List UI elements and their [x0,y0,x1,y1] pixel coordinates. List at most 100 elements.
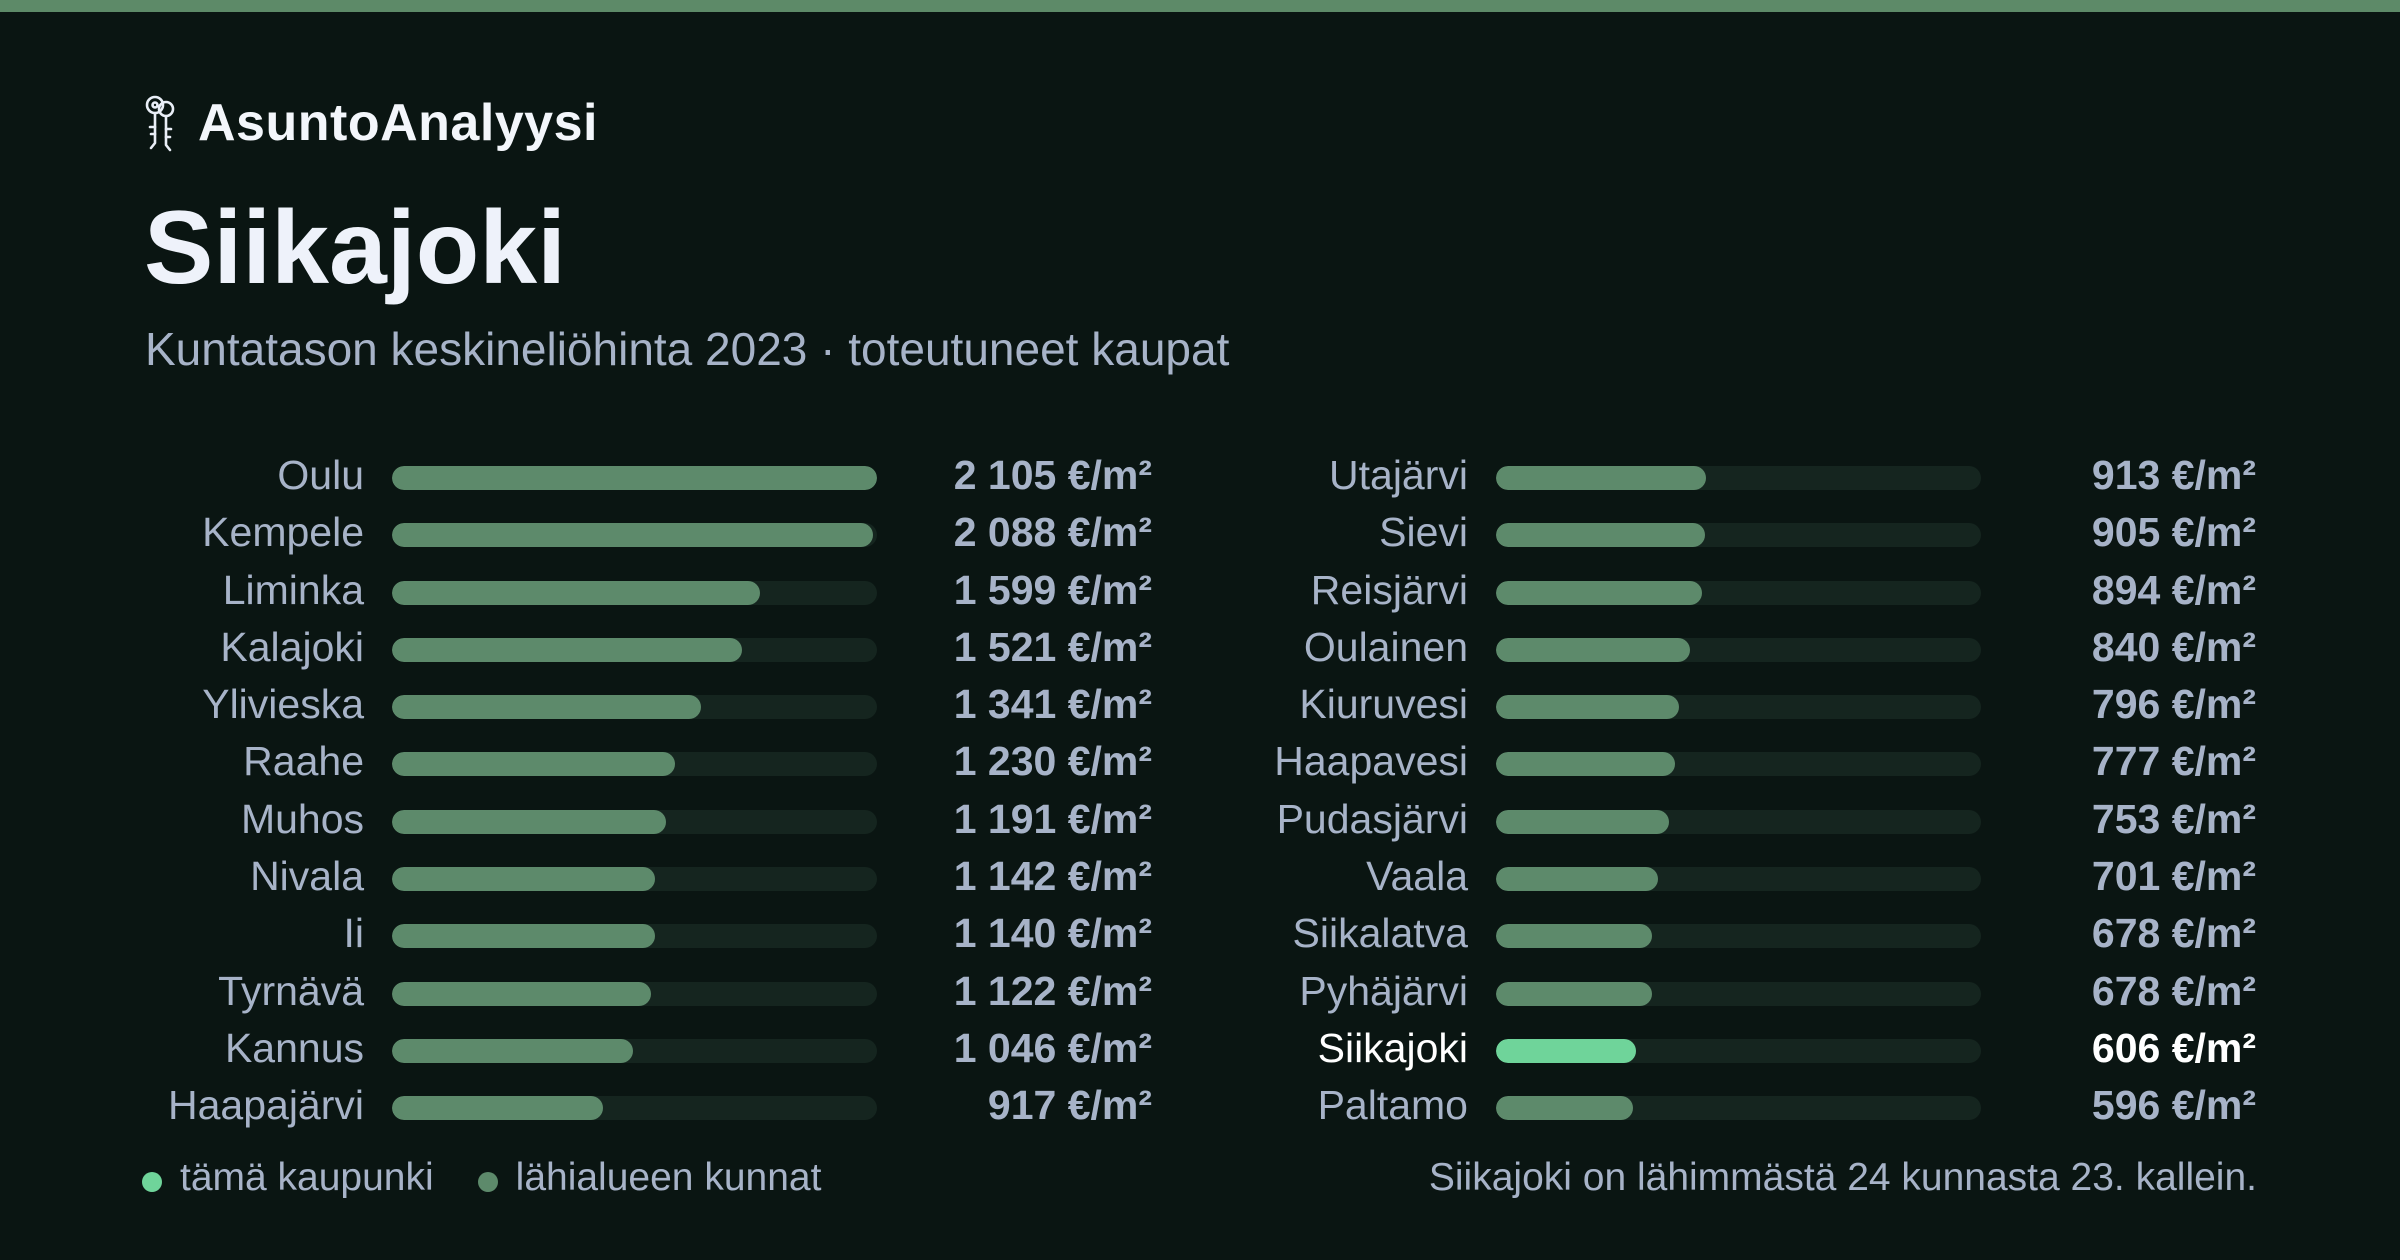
bar-track [1496,924,1981,949]
bar-category-label: Reisjärvi [1310,566,1468,613]
bar-category-label: Kalajoki [220,623,364,670]
brand-name: AsuntoAnalyysi [198,94,598,152]
bar-row: Pyhäjärvi 678 €/m² [1234,963,2258,1020]
bar [1496,752,1675,777]
bar [1496,867,1658,892]
legend-item-others: lähialueen kunnat [477,1156,822,1200]
bar-category-label: Oulainen [1303,623,1468,670]
top-accent-stripe [0,0,2400,12]
bar-row: Siikalatva 678 €/m² [1234,905,2258,962]
bar-track [392,637,877,662]
bar-value-label: 701 €/m² [2091,853,2256,900]
bar [1496,523,1705,548]
bar-track [1496,809,1981,834]
bar-value-label: 1 046 €/m² [953,1024,1152,1071]
bar-row: Reisjärvi 894 €/m² [1234,562,2258,619]
bar-category-label: Utajärvi [1329,452,1468,498]
bar-category-label: Haapavesi [1274,738,1468,785]
bar-category-label: Sievi [1379,509,1468,556]
bar-category-label: Pyhäjärvi [1299,967,1468,1014]
bar [1496,580,1702,605]
bar-value-label: 678 €/m² [2091,910,2256,957]
bar-value-label: 917 €/m² [987,1082,1152,1129]
bar-value-label: 596 €/m² [2091,1082,2256,1129]
bar-track [392,981,877,1006]
bar-value-label: 1 341 €/m² [953,681,1152,728]
legend-label-others: lähialueen kunnat [515,1156,822,1199]
bar-track [1496,1038,1981,1063]
bar [1496,1096,1633,1121]
brand: AsuntoAnalyysi [142,88,598,158]
bar-track [1496,981,1981,1006]
bar [1496,695,1679,720]
bar-row: Kannus 1 046 €/m² [130,1020,1154,1077]
legend-item-highlight: tämä kaupunki [142,1156,434,1200]
bar-track [392,580,877,605]
bar-row: Paltamo 596 €/m² [1234,1077,2258,1134]
bar-row: Haapajärvi 917 €/m² [130,1077,1154,1134]
bar-value-label: 2 105 €/m² [953,452,1152,498]
bar-track [1496,1096,1981,1121]
bar-track [392,466,877,490]
bar-value-label: 777 €/m² [2091,738,2256,785]
bar-row: Oulainen 840 €/m² [1234,619,2258,676]
legend-label-highlight: tämä kaupunki [180,1156,434,1199]
bar-category-label: Paltamo [1317,1082,1468,1129]
bar-category-label: Pudasjärvi [1276,795,1468,842]
bar-value-label: 753 €/m² [2091,795,2256,842]
bar [392,637,742,662]
bar-row: Ii 1 140 €/m² [130,905,1154,962]
bar-track [1496,695,1981,720]
bar-category-label: Kannus [224,1024,364,1071]
bar-category-label: Liminka [222,566,364,613]
bar [392,981,651,1006]
bar [392,695,701,720]
bar-category-label: Siikalatva [1292,910,1468,957]
bar-track [392,523,877,548]
bar-row: Kalajoki 1 521 €/m² [130,619,1154,676]
bar-track [392,752,877,777]
bar-value-label: 796 €/m² [2091,681,2256,728]
bar-value-label: 840 €/m² [2091,623,2256,670]
bar [392,1096,603,1121]
bar-value-label: 1 140 €/m² [953,910,1152,957]
bar [392,1038,633,1063]
bar-category-label: Ii [343,910,365,957]
page-subtitle: Kuntatason keskineliöhinta 2023 · toteut… [145,323,1230,375]
page-title: Siikajoki [144,190,566,306]
bar-row: Siikajoki 606 €/m² [1234,1020,2258,1077]
bar [392,523,873,548]
bar [392,580,760,605]
bar-value-label: 1 230 €/m² [953,738,1152,785]
bar-category-label: Siikajoki [1317,1024,1468,1071]
bar-value-label: 905 €/m² [2091,509,2256,556]
bar-value-label: 2 088 €/m² [953,509,1152,556]
bar [392,924,655,949]
bar [392,809,666,834]
bar-category-label: Vaala [1366,853,1468,900]
bar-row: Kempele 2 088 €/m² [130,504,1154,561]
bar-category-label: Nivala [250,853,364,900]
bar-track [392,1096,877,1121]
bar-track [1496,637,1981,662]
bar-row: Oulu 2 105 €/m² [130,447,1154,504]
bar-category-label: Ylivieska [202,681,364,728]
bar-row: Tyrnävä 1 122 €/m² [130,963,1154,1020]
bar-category-label: Oulu [277,452,364,498]
bar-track [392,695,877,720]
bar-value-label: 1 191 €/m² [953,795,1152,842]
bar-track [1496,466,1981,490]
bar-track [1496,752,1981,777]
bar-track [1496,523,1981,548]
bar-track [392,1038,877,1063]
bar-row: Vaala 701 €/m² [1234,848,2258,905]
bar [1496,924,1652,949]
bar-value-label: 678 €/m² [2091,967,2256,1014]
bar-value-label: 1 142 €/m² [953,853,1152,900]
bar-category-label: Muhos [240,795,364,842]
bar-row: Kiuruvesi 796 €/m² [1234,676,2258,733]
legend: tämä kaupunki lähialueen kunnat [142,1150,865,1206]
chart-column-right: Utajärvi 913 €/m² Sievi 905 €/m² Reisjärvi 89… [1234,447,2258,1135]
bar-value-label: 1 521 €/m² [953,623,1152,670]
bar [1496,809,1669,834]
